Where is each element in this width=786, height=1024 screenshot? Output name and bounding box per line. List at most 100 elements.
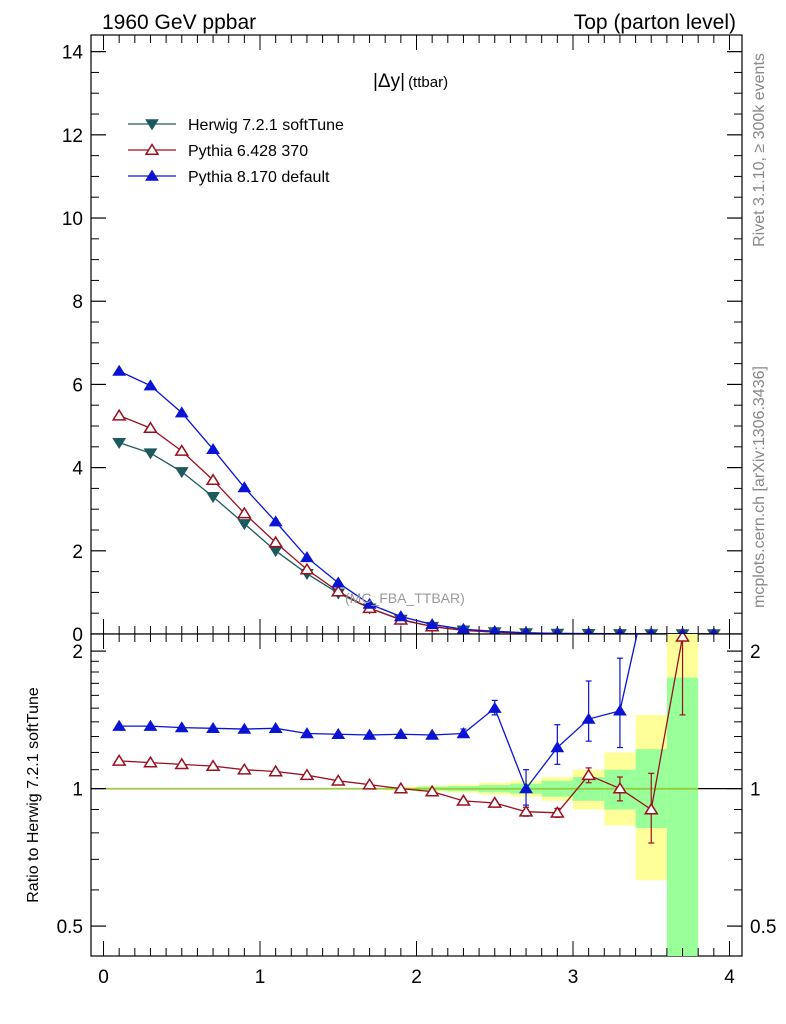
ratio-data-point — [300, 727, 314, 739]
legend-label: Pythia 6.428 370 — [188, 143, 308, 160]
ratio-data-point — [112, 719, 127, 731]
ratio-y-tick-label: 2 — [72, 642, 83, 663]
ratio-data-point — [206, 721, 220, 734]
source-label: mcplots.cern.ch [arXiv:1306.3436] — [751, 366, 768, 608]
y-tick-label: 14 — [62, 43, 84, 64]
ratio-data-point — [268, 764, 284, 777]
ratio-data-point — [456, 727, 471, 739]
plot-title-main: |Δy| — [373, 71, 405, 92]
main-plot-frame — [90, 34, 743, 635]
data-point — [237, 481, 252, 493]
data-point — [205, 473, 221, 486]
ratio-y-axis-label: Ratio to Herwig 7.2.1 softTune — [25, 687, 42, 903]
legend-label: Pythia 8.170 default — [188, 169, 330, 186]
ratio-y-tick-label-right: 0.5 — [750, 917, 776, 938]
data-point — [299, 562, 315, 575]
ratio-data-point — [393, 727, 408, 739]
ratio-data-point — [581, 712, 596, 724]
ratio-data-point — [424, 784, 440, 797]
legend-marker — [145, 119, 159, 131]
x-tick-label: 3 — [568, 967, 579, 988]
data-point — [237, 506, 252, 519]
ratio-data-point — [362, 728, 377, 740]
ratio-data-point — [237, 762, 252, 775]
x-tick-label: 4 — [724, 967, 735, 988]
data-point — [425, 618, 440, 630]
legend-marker — [145, 169, 159, 181]
ratio-data-point — [330, 773, 346, 786]
analysis-watermark: (MC_FBA_TTBAR) — [345, 590, 465, 606]
ratio-data-point — [518, 804, 534, 817]
ratio-data-point — [487, 796, 503, 808]
ratio-data-point — [425, 728, 440, 740]
y-tick-label: 8 — [72, 292, 83, 313]
legend-label: Herwig 7.2.1 softTune — [188, 117, 344, 134]
data-point — [174, 444, 190, 456]
y-tick-label: 4 — [72, 459, 83, 480]
ratio-data-point — [487, 701, 502, 713]
ratio-data-point — [174, 721, 189, 733]
header-right-label: Top (parton level) — [574, 11, 736, 34]
ratio-y-tick-label: 1 — [72, 780, 83, 801]
data-point — [143, 448, 158, 460]
ratio-line-pythia-8-170-default — [119, 634, 638, 790]
ratio-y-tick-label-right: 1 — [750, 780, 761, 801]
ratio-data-point — [549, 806, 565, 818]
ratio-data-point — [299, 768, 315, 781]
y-tick-label: 10 — [62, 209, 83, 230]
y-tick-label: 2 — [72, 542, 83, 563]
ratio-data-point — [393, 781, 409, 794]
plot-title-sub: (ttbar) — [408, 74, 448, 91]
ratio-plot-panel: 0.5 0.5 1 1 2 2 0 1 2 3 4 Ratio to Herwig 7.2.1 so… — [25, 633, 776, 988]
data-point — [206, 442, 220, 455]
header-left-label: 1960 GeV ppbar — [102, 11, 256, 34]
data-point — [112, 437, 127, 449]
ratio-data-point — [643, 802, 659, 815]
plot-title: |Δy| (ttbar) — [373, 71, 448, 92]
main-plot-panel: 0 2 4 6 8 10 12 14 |Δy| (ttbar) (MC_FBA_TTBAR) H… — [62, 34, 743, 646]
data-point — [393, 610, 408, 622]
data-point — [330, 584, 346, 597]
ratio-data-point — [237, 722, 252, 734]
legend: Herwig 7.2.1 softTune Pythia 6.428 370 Pyt… — [128, 117, 344, 186]
ratio-data-point — [612, 781, 628, 794]
ratio-y-tick-label: 0.5 — [57, 917, 83, 938]
data-point — [143, 379, 158, 391]
data-point — [111, 408, 127, 421]
x-tick-label: 0 — [98, 967, 109, 988]
x-tick-label: 1 — [255, 967, 266, 988]
ratio-data-point — [613, 704, 627, 716]
data-point — [237, 519, 252, 531]
data-point — [331, 576, 346, 588]
ratio-data-point — [362, 777, 377, 790]
data-point — [268, 535, 284, 548]
data-point — [300, 551, 314, 563]
data-point — [174, 406, 189, 418]
data-point — [206, 492, 220, 504]
data-point — [112, 364, 127, 376]
ratio-data-point — [331, 727, 346, 739]
ratio-y-tick-label-right: 2 — [750, 642, 761, 663]
ratio-data-point — [456, 794, 471, 806]
data-point — [362, 597, 377, 609]
legend-marker — [144, 143, 160, 155]
uncertainty-band-green — [666, 677, 699, 956]
data-point — [174, 467, 189, 479]
y-tick-label: 6 — [72, 375, 83, 396]
x-tick-label: 2 — [411, 967, 422, 988]
ratio-data-point — [174, 757, 190, 770]
y-tick-label: 12 — [62, 126, 83, 147]
ratio-data-point — [143, 719, 158, 731]
ratio-data-point — [143, 755, 158, 768]
ratio-data-point — [268, 721, 283, 734]
ratio-data-point — [111, 754, 127, 766]
ratio-data-point — [581, 768, 596, 781]
ratio-data-point — [675, 634, 690, 642]
rivet-version-label: Rivet 3.1.10, ≥ 300k events — [751, 53, 768, 247]
data-point — [143, 421, 158, 434]
ratio-data-point — [550, 741, 565, 753]
ratio-data-point — [205, 759, 221, 772]
data-point — [268, 515, 283, 527]
y-tick-label: 0 — [72, 625, 83, 646]
